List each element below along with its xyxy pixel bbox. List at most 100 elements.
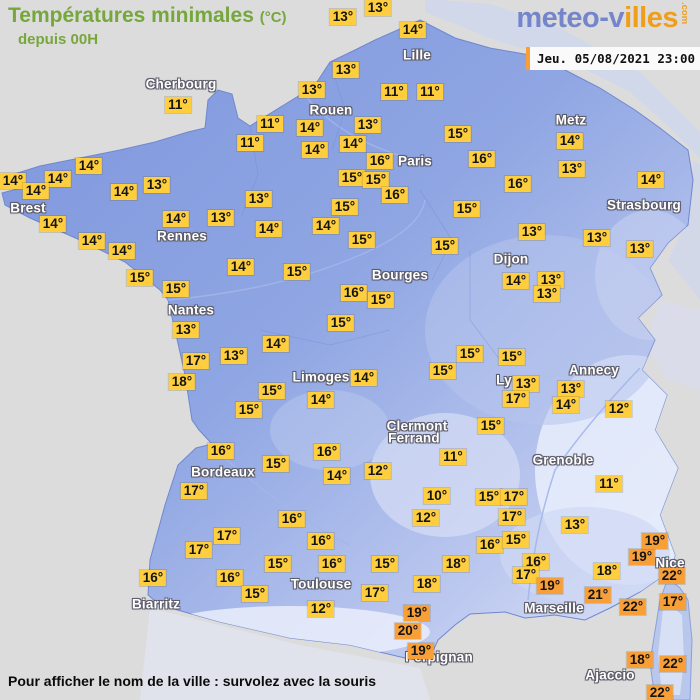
temp-badge[interactable]: 16° [313,444,341,460]
temp-badge[interactable]: 14° [0,173,27,189]
temp-badge[interactable]: 19° [403,605,431,621]
temp-badge[interactable]: 22° [646,685,674,700]
temp-badge[interactable]: 17° [185,542,213,558]
temp-badge[interactable]: 17° [182,353,210,369]
temp-badge[interactable]: 14° [22,183,50,199]
temp-badge[interactable]: 14° [108,243,136,259]
temp-badge[interactable]: 18° [413,576,441,592]
temp-badge[interactable]: 11° [165,97,191,113]
temp-badge[interactable]: 17° [498,509,526,525]
temp-badge[interactable]: 15° [126,270,154,286]
temp-badge[interactable]: 10° [423,488,451,504]
temp-badge[interactable]: 13° [220,348,248,364]
temp-badge[interactable]: 16° [139,570,167,586]
temp-badge[interactable]: 16° [468,151,496,167]
temp-badge[interactable]: 20° [394,623,422,639]
temp-badge[interactable]: 16° [381,187,409,203]
temp-badge[interactable]: 14° [312,218,340,234]
temp-badge[interactable]: 13° [583,230,611,246]
temp-badge[interactable]: 22° [659,656,687,672]
temp-badge[interactable]: 12° [364,463,392,479]
temp-badge[interactable]: 14° [323,468,351,484]
temp-badge[interactable]: 13° [537,272,565,288]
temp-badge[interactable]: 14° [39,216,67,232]
temp-badge[interactable]: 17° [512,567,540,583]
temp-badge[interactable]: 11° [257,116,283,132]
temp-badge[interactable]: 13° [329,9,357,25]
temp-badge[interactable]: 13° [172,322,200,338]
temp-badge[interactable]: 14° [552,397,580,413]
temp-badge[interactable]: 15° [444,126,472,142]
temp-badge[interactable]: 22° [619,599,647,615]
temp-badge[interactable]: 15° [371,556,399,572]
temp-badge[interactable]: 14° [162,211,190,227]
temp-badge[interactable]: 13° [354,117,382,133]
temp-badge[interactable]: 15° [477,418,505,434]
temp-badge[interactable]: 16° [522,554,550,570]
temp-badge[interactable]: 14° [301,142,329,158]
temp-badge[interactable]: 12° [412,510,440,526]
temp-badge[interactable]: 11° [237,135,263,151]
temp-badge[interactable]: 16° [318,556,346,572]
temp-badge[interactable]: 15° [367,292,395,308]
temp-badge[interactable]: 15° [264,556,292,572]
temp-badge[interactable]: 15° [348,232,376,248]
temp-badge[interactable]: 15° [362,172,390,188]
temp-badge[interactable]: 15° [475,489,503,505]
temp-badge[interactable]: 14° [75,158,103,174]
temp-badge[interactable]: 14° [255,221,283,237]
temp-badge[interactable]: 16° [340,285,368,301]
temp-badge[interactable]: 13° [143,177,171,193]
temp-badge[interactable]: 12° [307,601,335,617]
temp-badge[interactable]: 13° [518,224,546,240]
temp-badge[interactable]: 16° [366,153,394,169]
temp-badge[interactable]: 11° [381,84,407,100]
temp-badge[interactable]: 14° [502,273,530,289]
temp-badge[interactable]: 15° [456,346,484,362]
temp-badge[interactable]: 16° [476,537,504,553]
temp-badge[interactable]: 16° [307,533,335,549]
temp-badge[interactable]: 15° [262,456,290,472]
temp-badge[interactable]: 18° [442,556,470,572]
temp-badge[interactable]: 12° [605,401,633,417]
temp-badge[interactable]: 14° [350,370,378,386]
temp-badge[interactable]: 17° [659,594,687,610]
temp-badge[interactable]: 13° [626,241,654,257]
temp-badge[interactable]: 15° [338,170,366,186]
temp-badge[interactable]: 19° [628,549,656,565]
temp-badge[interactable]: 11° [596,476,622,492]
temp-badge[interactable]: 15° [429,363,457,379]
temp-badge[interactable]: 14° [262,336,290,352]
temp-badge[interactable]: 18° [626,652,654,668]
temp-badge[interactable]: 15° [258,383,286,399]
temp-badge[interactable]: 13° [298,82,326,98]
temp-badge[interactable]: 14° [296,120,324,136]
temp-badge[interactable]: 16° [278,511,306,527]
temp-badge[interactable]: 14° [44,171,72,187]
temp-badge[interactable]: 14° [556,133,584,149]
temp-badge[interactable]: 15° [453,201,481,217]
temp-badge[interactable]: 15° [327,315,355,331]
temp-badge[interactable]: 18° [593,563,621,579]
temp-badge[interactable]: 15° [502,532,530,548]
temp-badge[interactable]: 13° [332,62,360,78]
temp-badge[interactable]: 17° [213,528,241,544]
temp-badge[interactable]: 13° [207,210,235,226]
temp-badge[interactable]: 13° [512,376,540,392]
temp-badge[interactable]: 13° [533,286,561,302]
temp-badge[interactable]: 21° [584,587,612,603]
temp-badge[interactable]: 18° [168,374,196,390]
temp-badge[interactable]: 15° [283,264,311,280]
temp-badge[interactable]: 16° [207,443,235,459]
temp-badge[interactable]: 19° [407,643,435,659]
temp-badge[interactable]: 14° [307,392,335,408]
temp-badge[interactable]: 15° [235,402,263,418]
meteo-villes-logo[interactable]: meteo-villes.com [516,2,690,35]
temp-badge[interactable]: 15° [498,349,526,365]
temp-badge[interactable]: 15° [431,238,459,254]
temp-badge[interactable]: 15° [241,586,269,602]
temp-badge[interactable]: 11° [440,449,466,465]
temp-badge[interactable]: 19° [536,578,564,594]
temp-badge[interactable]: 13° [557,381,585,397]
temp-badge[interactable]: 11° [417,84,443,100]
